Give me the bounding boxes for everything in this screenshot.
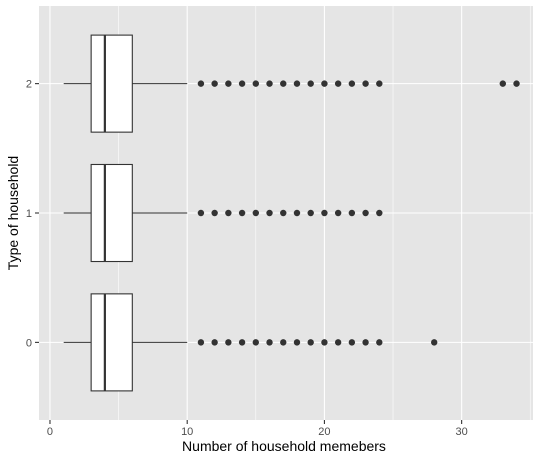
outlier-point xyxy=(197,209,205,217)
y-tick-label: 1 xyxy=(26,208,32,220)
outlier-point xyxy=(197,80,205,87)
outlier-point xyxy=(334,209,342,217)
x-tick-label: 0 xyxy=(47,426,53,438)
outlier-point xyxy=(348,339,356,346)
outlier-point xyxy=(197,339,205,346)
outlier-point xyxy=(307,339,314,346)
outlier-point xyxy=(266,80,273,87)
outlier-point xyxy=(225,209,232,217)
y-axis-ticks: 0 1 2 xyxy=(26,79,39,349)
outlier-point xyxy=(334,339,342,346)
outlier-point xyxy=(431,339,438,346)
outlier-point xyxy=(266,339,273,346)
outlier-point xyxy=(225,339,232,346)
outlier-point xyxy=(252,80,260,87)
box-group-2 xyxy=(63,34,520,133)
box-iqr xyxy=(90,163,133,263)
outlier-point xyxy=(321,209,328,217)
outlier-point xyxy=(293,209,301,217)
outlier-point xyxy=(321,339,328,346)
outlier-point xyxy=(348,209,356,217)
outlier-point xyxy=(376,80,383,87)
x-tick-label: 30 xyxy=(456,426,468,438)
outlier-point xyxy=(334,80,342,87)
outlier-point xyxy=(225,80,232,87)
x-axis-title: Number of household memebers xyxy=(182,438,386,454)
x-axis-ticks: 0 10 20 30 xyxy=(47,420,468,438)
outlier-point xyxy=(293,80,301,87)
outlier-point xyxy=(307,209,314,217)
outlier-point xyxy=(266,209,273,217)
outlier-point xyxy=(362,80,369,87)
y-tick-label: 2 xyxy=(26,79,32,91)
box-group-0 xyxy=(63,293,438,392)
outlier-point xyxy=(499,80,507,87)
box-iqr xyxy=(90,34,133,133)
outlier-point xyxy=(238,80,246,87)
x-tick-label: 10 xyxy=(181,426,193,438)
outlier-point xyxy=(211,339,218,346)
outlier-point xyxy=(211,80,218,87)
outlier-point xyxy=(280,209,287,217)
outlier-point xyxy=(238,209,246,217)
outlier-point xyxy=(252,209,260,217)
outlier-point xyxy=(252,339,260,346)
y-tick-label: 0 xyxy=(26,337,32,349)
outlier-point xyxy=(513,80,520,87)
outlier-point xyxy=(280,80,287,87)
outlier-point xyxy=(238,339,246,346)
x-tick-label: 20 xyxy=(318,426,330,438)
outlier-point xyxy=(376,209,383,217)
box-group-1 xyxy=(63,163,383,263)
outlier-point xyxy=(348,80,356,87)
outlier-point xyxy=(321,80,328,87)
outlier-point xyxy=(293,339,301,346)
y-axis-title: Type of household xyxy=(5,156,21,270)
box-iqr xyxy=(90,293,133,392)
outlier-point xyxy=(280,339,287,346)
box-series xyxy=(63,34,520,392)
outlier-point xyxy=(376,339,383,346)
outlier-point xyxy=(362,209,369,217)
outlier-point xyxy=(211,209,218,217)
outlier-point xyxy=(362,339,369,346)
outlier-point xyxy=(307,80,314,87)
